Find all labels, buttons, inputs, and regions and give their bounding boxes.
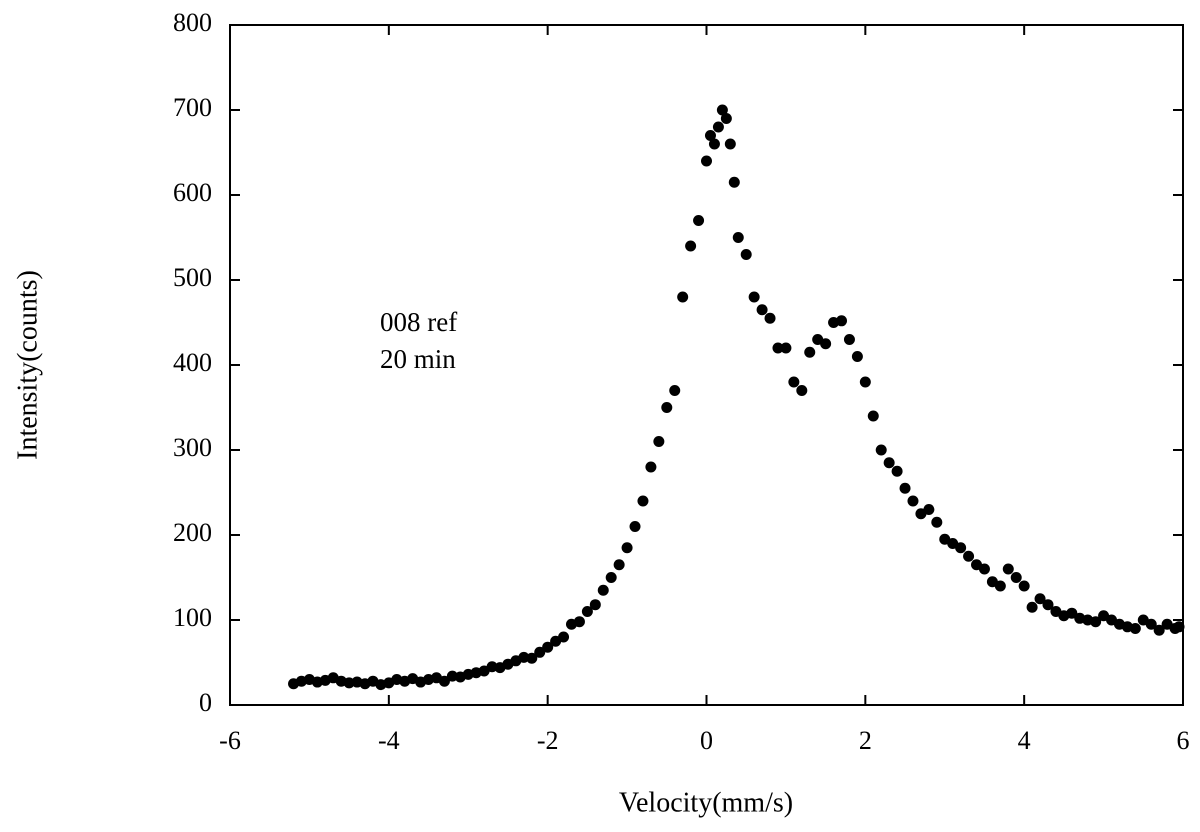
data-point [629, 521, 641, 532]
data-point [788, 376, 800, 388]
data-point [637, 495, 649, 507]
data-point [1173, 621, 1185, 633]
y-tick-label: 700 [173, 93, 212, 122]
data-point [1153, 624, 1165, 636]
y-tick-label: 400 [173, 348, 212, 377]
data-point [669, 385, 681, 396]
data-point [772, 342, 784, 354]
data-point [820, 338, 832, 350]
x-tick-label: -2 [537, 726, 559, 755]
annotation: 20 min [380, 344, 456, 374]
x-tick-label: 2 [859, 726, 872, 755]
y-tick-label: 100 [173, 603, 212, 632]
data-point [728, 176, 740, 188]
data-point [486, 661, 498, 673]
data-point [923, 504, 935, 515]
y-tick-label: 500 [173, 263, 212, 292]
y-tick-label: 0 [199, 688, 212, 717]
data-point [597, 584, 609, 596]
data-point [661, 402, 673, 413]
data-point [883, 457, 895, 469]
data-point [446, 670, 458, 682]
data-point [605, 572, 617, 583]
data-point [851, 351, 863, 362]
data-point [701, 155, 712, 167]
data-point [843, 334, 855, 345]
data-point [645, 461, 657, 473]
x-tick-label: 4 [1018, 726, 1031, 755]
data-point [780, 342, 792, 354]
data-point [518, 651, 530, 663]
data-point [653, 436, 665, 447]
data-point [955, 542, 967, 554]
data-point [613, 559, 625, 571]
data-point [1018, 580, 1030, 592]
data-point [891, 465, 903, 477]
data-point [712, 121, 724, 133]
data-point [978, 563, 990, 575]
data-point [907, 495, 919, 507]
data-point [963, 550, 975, 562]
data-point [720, 113, 732, 124]
data-point [899, 482, 911, 494]
data-point [1026, 601, 1038, 613]
data-point [740, 249, 752, 260]
data-point [558, 631, 570, 643]
data-point [526, 652, 538, 664]
data-point [1066, 607, 1078, 619]
x-tick-label: 6 [1177, 726, 1190, 755]
data-point [677, 291, 689, 303]
data-point [764, 312, 776, 324]
x-tick-label: -6 [219, 726, 241, 755]
data-point [716, 104, 728, 116]
data-point [724, 138, 736, 150]
data-point [1010, 572, 1022, 583]
data-point [836, 315, 848, 327]
data-point [994, 580, 1006, 592]
data-point [1002, 563, 1014, 575]
data-point [343, 677, 355, 689]
data-point [1090, 616, 1102, 628]
data-point [875, 444, 887, 456]
data-point [693, 215, 705, 226]
data-point [621, 542, 633, 554]
y-axis-label: Intensity(counts) [12, 270, 43, 460]
data-point [859, 376, 871, 388]
data-point [1042, 599, 1054, 611]
data-point [804, 346, 816, 358]
data-point [685, 240, 697, 252]
data-point [1145, 618, 1157, 630]
x-tick-label: 0 [700, 726, 713, 755]
x-axis-label: Velocity(mm/s) [619, 787, 793, 818]
data-point [1034, 593, 1046, 605]
data-point [1129, 623, 1141, 634]
data-point [438, 675, 450, 687]
y-tick-label: 800 [173, 8, 212, 37]
data-point [542, 641, 554, 653]
data-point [589, 599, 601, 611]
y-tick-label: 200 [173, 518, 212, 547]
data-point [867, 410, 879, 422]
data-point [581, 606, 593, 617]
data-point [796, 385, 808, 396]
y-tick-label: 300 [173, 433, 212, 462]
annotation: 008 ref [380, 307, 457, 337]
y-tick-label: 600 [173, 178, 212, 207]
data-point [573, 616, 585, 628]
data-point [756, 304, 768, 316]
data-point [931, 516, 943, 528]
x-tick-label: -4 [378, 726, 400, 755]
data-point [708, 138, 720, 150]
data-point [748, 291, 760, 303]
data-point [534, 646, 546, 658]
data-point [704, 130, 716, 141]
data-point [732, 232, 744, 243]
